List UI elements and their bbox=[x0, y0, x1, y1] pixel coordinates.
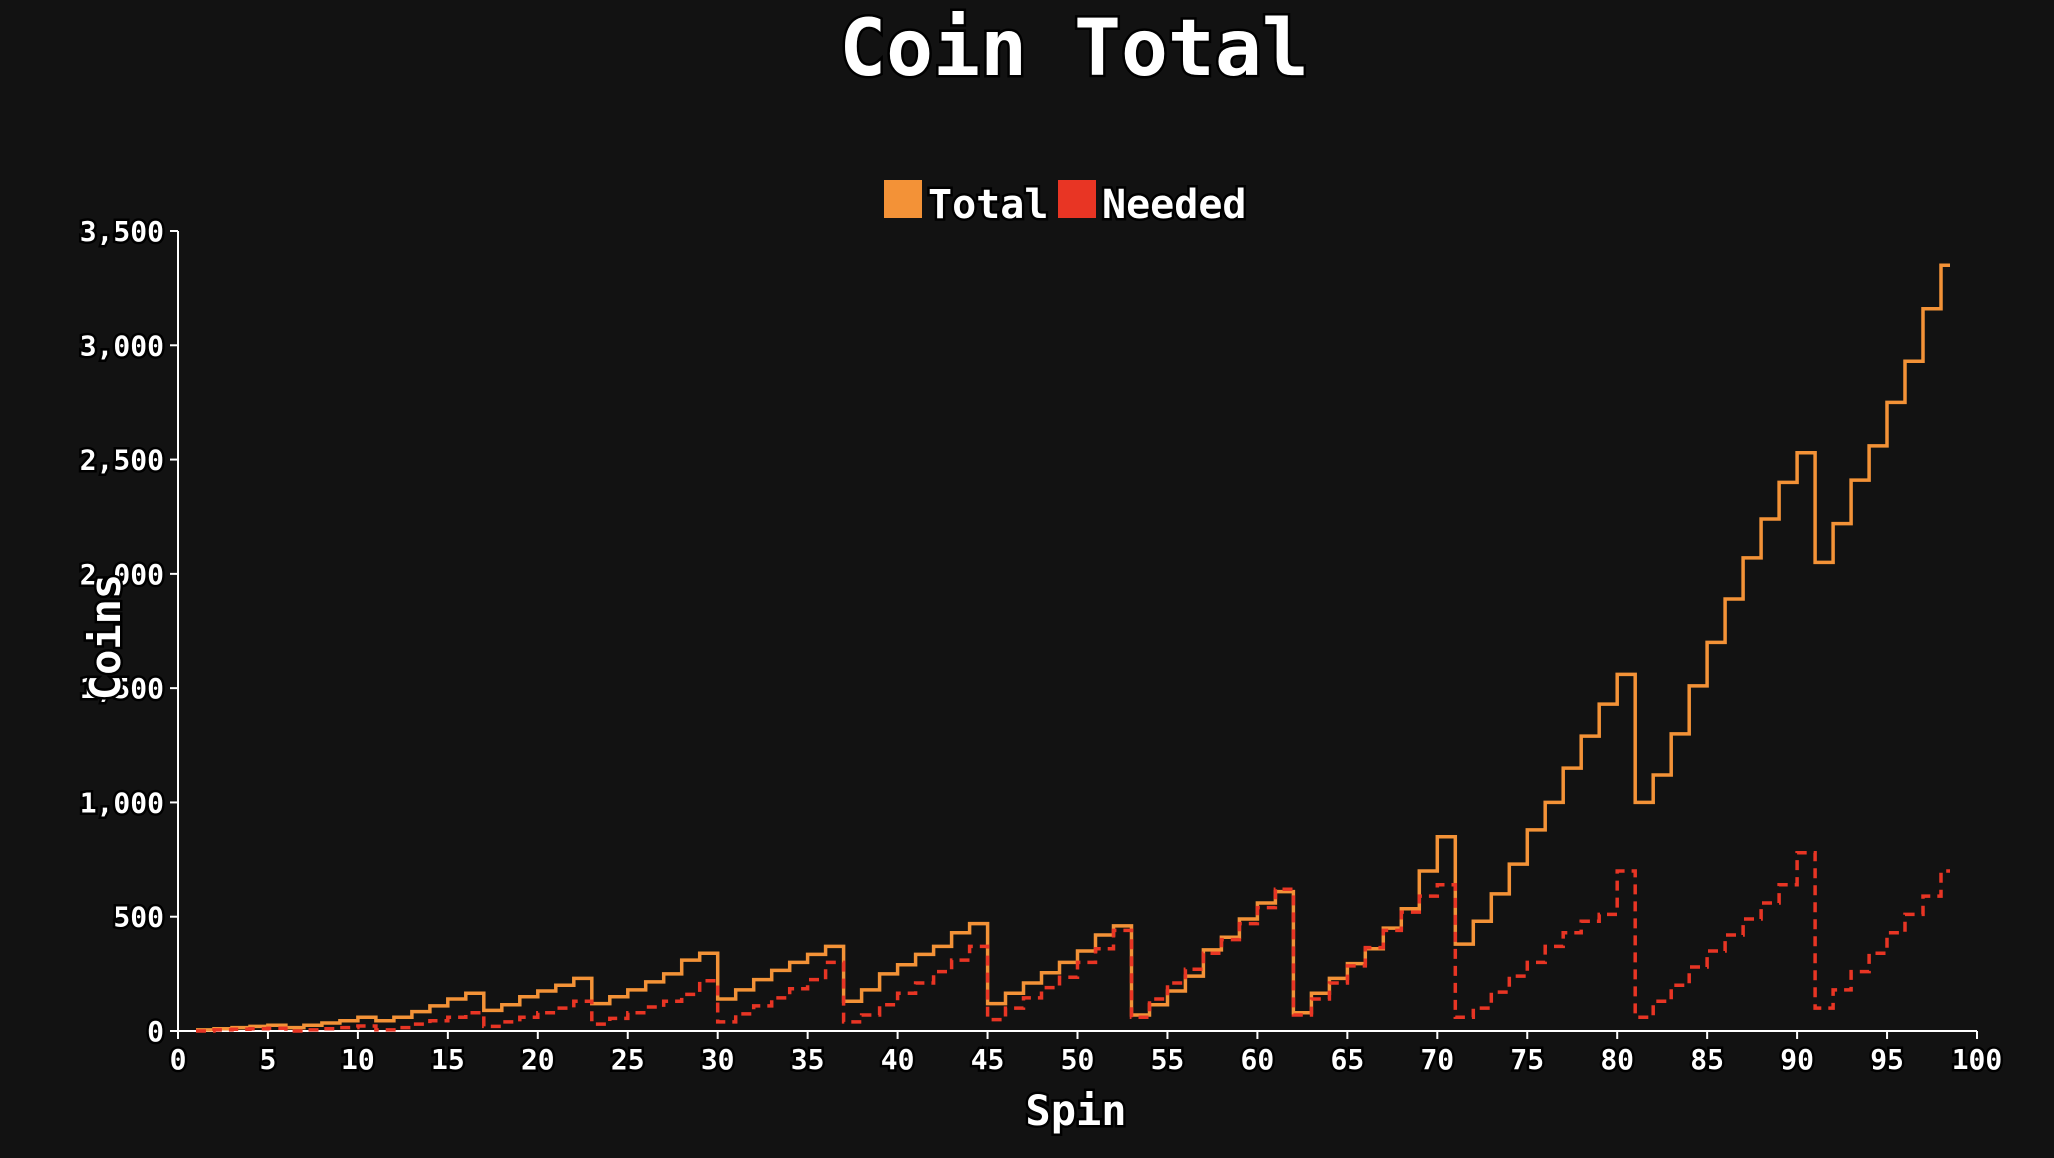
plot-series bbox=[196, 263, 1950, 1033]
x-tick-label: 70 bbox=[1420, 1043, 1454, 1076]
x-tick-label: 5 bbox=[260, 1043, 277, 1076]
legend-swatch-total bbox=[884, 180, 922, 218]
legend: Total Needed bbox=[884, 180, 1249, 231]
x-tick-label: 50 bbox=[1061, 1043, 1095, 1076]
y-tick-label: 3,500 bbox=[80, 215, 164, 248]
x-tick-label: 10 bbox=[341, 1043, 375, 1076]
x-tick-label: 35 bbox=[791, 1043, 825, 1076]
y-tick-label: 2,500 bbox=[80, 444, 164, 477]
x-tick-label: 45 bbox=[971, 1043, 1005, 1076]
y-tick-label: 500 bbox=[113, 901, 164, 934]
legend-label-needed: Needed bbox=[1102, 182, 1247, 228]
x-tick-label: 90 bbox=[1780, 1043, 1814, 1076]
x-tick-label: 20 bbox=[521, 1043, 555, 1076]
series-line-total bbox=[196, 263, 1950, 1032]
y-axis-title: Coins bbox=[81, 574, 130, 700]
x-tick-label: 0 bbox=[170, 1043, 187, 1076]
legend-label-total: Total bbox=[928, 182, 1048, 228]
y-tick-label: 0 bbox=[147, 1015, 164, 1048]
legend-swatch-needed bbox=[1058, 180, 1096, 218]
x-tick-label: 60 bbox=[1241, 1043, 1275, 1076]
chart-title: Coin Total bbox=[839, 4, 1309, 94]
x-tick-label: 55 bbox=[1151, 1043, 1185, 1076]
x-tick-label: 80 bbox=[1600, 1043, 1634, 1076]
x-tick-label: 65 bbox=[1330, 1043, 1364, 1076]
axes: 0 5 10 15 20 25 30 35 40 45 50 55 60 65 70 75 80 85 90 95 10… bbox=[77, 213, 2005, 1079]
x-tick-label: 75 bbox=[1510, 1043, 1544, 1076]
x-tick-label: 25 bbox=[611, 1043, 645, 1076]
y-tick-label: 2,000 bbox=[80, 558, 164, 591]
x-tick-label: 30 bbox=[701, 1043, 735, 1076]
x-tick-label: 100 bbox=[1952, 1043, 2003, 1076]
y-tick-label: 1,500 bbox=[80, 672, 164, 705]
x-tick-label: 85 bbox=[1690, 1043, 1724, 1076]
y-tick-label: 1,000 bbox=[80, 786, 164, 819]
x-tick-label: 15 bbox=[431, 1043, 465, 1076]
x-axis-title: Spin bbox=[1025, 1086, 1126, 1135]
x-tick-label: 40 bbox=[881, 1043, 915, 1076]
x-tick-label: 95 bbox=[1870, 1043, 1904, 1076]
series-line-needed bbox=[196, 850, 1950, 1033]
y-tick-label: 3,000 bbox=[80, 329, 164, 362]
